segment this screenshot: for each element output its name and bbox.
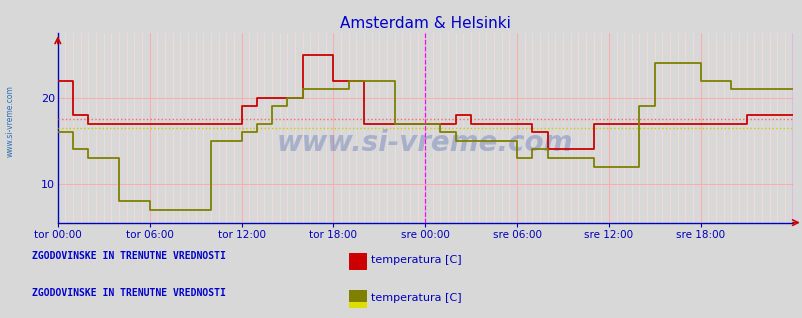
Text: temperatura [C]: temperatura [C]: [371, 293, 461, 303]
Text: www.si-vreme.com: www.si-vreme.com: [6, 85, 15, 157]
Text: ZGODOVINSKE IN TRENUTNE VREDNOSTI: ZGODOVINSKE IN TRENUTNE VREDNOSTI: [32, 251, 225, 261]
Text: www.si-vreme.com: www.si-vreme.com: [277, 129, 573, 157]
Text: ZGODOVINSKE IN TRENUTNE VREDNOSTI: ZGODOVINSKE IN TRENUTNE VREDNOSTI: [32, 288, 225, 298]
Title: Amsterdam & Helsinki: Amsterdam & Helsinki: [339, 16, 510, 31]
Text: temperatura [C]: temperatura [C]: [371, 255, 461, 265]
